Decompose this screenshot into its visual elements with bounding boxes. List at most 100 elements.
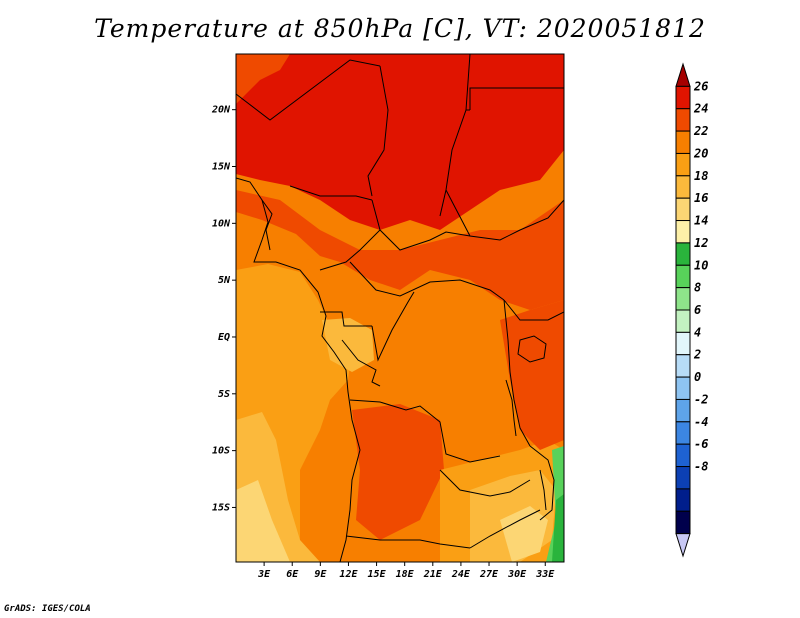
colorbar-segment bbox=[675, 108, 691, 132]
field-zone-14c-southeast bbox=[552, 494, 564, 562]
border-gabon-congo bbox=[341, 339, 381, 387]
border-sahel-interior bbox=[261, 199, 273, 251]
border-car-drc bbox=[349, 261, 505, 301]
x-tick-label: 24E bbox=[451, 569, 471, 580]
x-tick-label: 33E bbox=[535, 569, 555, 580]
field-zone-24c-sahara bbox=[236, 54, 564, 230]
map-frame bbox=[235, 53, 565, 563]
x-tick-label: 15E bbox=[368, 569, 387, 580]
border-mali-algeria bbox=[236, 59, 381, 121]
border-congo-drc bbox=[371, 291, 415, 362]
colorbar-label: -6 bbox=[694, 437, 708, 451]
border-nigeria-cameroon bbox=[319, 199, 381, 271]
y-tick-label: 10N bbox=[212, 218, 231, 229]
border-tanzania-mozambique bbox=[529, 445, 555, 521]
colorbar-label: 2 bbox=[693, 348, 701, 362]
colorbar-segment bbox=[675, 152, 691, 177]
x-tick-label: 3E bbox=[257, 569, 271, 580]
border-sudan-south-sudan bbox=[445, 189, 564, 241]
x-tick-label: 6E bbox=[286, 569, 299, 580]
border-drc-angola bbox=[349, 399, 501, 463]
border-drc-zambia bbox=[439, 469, 531, 497]
colorbar-label: 8 bbox=[694, 281, 701, 295]
y-tick-label: 20N bbox=[211, 105, 231, 116]
colorbar-segment bbox=[675, 197, 691, 222]
field-zone-22c-angola bbox=[352, 404, 444, 540]
country-borders bbox=[236, 54, 564, 562]
colorbar-segment bbox=[675, 443, 691, 468]
colorbar-label: 24 bbox=[693, 102, 708, 116]
border-zambia-zimbabwe bbox=[469, 509, 541, 549]
colorbar-segment bbox=[675, 287, 691, 311]
border-cameroon-gabon bbox=[320, 311, 372, 327]
colorbar-segment bbox=[675, 85, 691, 110]
x-axis: 3E 6E 9E 12E 15E 18E 21E 24E 27E 30E 33E bbox=[257, 562, 555, 580]
map-title: Temperature at 850hPa [C], VT: 202005181… bbox=[94, 14, 706, 43]
colorbar-segment bbox=[675, 510, 691, 535]
border-niger-chad bbox=[367, 65, 389, 197]
colorbar-segment bbox=[675, 354, 691, 378]
y-tick-label: 15N bbox=[212, 162, 231, 173]
colorbar-segment bbox=[675, 398, 691, 423]
colorbar-label: 14 bbox=[694, 214, 708, 228]
x-tick-label: 9E bbox=[314, 569, 327, 580]
y-tick-label: 5N bbox=[218, 275, 231, 286]
colorbar-label: 26 bbox=[693, 79, 708, 93]
colorbar-segment bbox=[675, 242, 691, 266]
colorbar-segment bbox=[675, 220, 691, 244]
border-lake-victoria bbox=[517, 335, 547, 363]
y-tick-label: EQ bbox=[218, 332, 230, 343]
colorbar-segment bbox=[675, 130, 691, 154]
colorbar-segment bbox=[675, 376, 691, 400]
field-zone-16c-southwest bbox=[236, 480, 290, 562]
colorbar-label: 18 bbox=[694, 169, 708, 183]
colorbar-label: 10 bbox=[694, 258, 708, 272]
colorbar-segment bbox=[675, 264, 691, 289]
field-zone-18c-gabon bbox=[322, 318, 374, 372]
border-libya-egypt bbox=[469, 87, 564, 110]
colorbar-label: -2 bbox=[694, 392, 708, 406]
border-chad-car bbox=[379, 229, 471, 251]
colorbar-label: 0 bbox=[694, 370, 701, 384]
y-tick-label: 10S bbox=[212, 446, 230, 457]
colorbar-label: 6 bbox=[694, 303, 701, 317]
colorbar-label: 4 bbox=[694, 325, 701, 339]
x-tick-label: 30E bbox=[507, 569, 527, 580]
colorbar-segment bbox=[675, 175, 691, 199]
y-tick-label: 5S bbox=[218, 389, 230, 400]
border-south-sudan-uganda bbox=[503, 299, 564, 321]
y-tick-label: 15S bbox=[212, 502, 230, 513]
border-great-lakes bbox=[503, 299, 531, 447]
x-tick-label: 18E bbox=[396, 569, 415, 580]
colorbar-label: 22 bbox=[693, 124, 708, 138]
temperature-field bbox=[236, 54, 564, 562]
field-zone-22c-east bbox=[500, 300, 564, 450]
colorbar-segment bbox=[675, 309, 691, 333]
coastline-west bbox=[236, 177, 361, 562]
colorbar-segment bbox=[675, 488, 691, 512]
colorbar-segment bbox=[675, 421, 691, 445]
border-nigeria-niger bbox=[289, 185, 373, 201]
border-lake-tanganyika bbox=[505, 379, 517, 437]
colorbar-segment bbox=[675, 62, 691, 87]
x-tick-label: 12E bbox=[339, 569, 358, 580]
colorbar-segment bbox=[675, 466, 691, 490]
x-tick-label: 27E bbox=[479, 569, 499, 580]
colorbar-label: -4 bbox=[694, 415, 708, 429]
colorbar-label: 20 bbox=[693, 146, 708, 160]
colorbar-label: 12 bbox=[694, 236, 708, 250]
y-axis: 20N 15N 10N 5N EQ 5S 10S 15S bbox=[211, 105, 236, 513]
field-zone-16c-southeast bbox=[500, 506, 548, 562]
colorbar-segment bbox=[675, 533, 691, 558]
colorbar-label: 16 bbox=[694, 191, 708, 205]
border-angola-namibia bbox=[345, 535, 471, 549]
border-lake-malawi bbox=[539, 469, 547, 511]
x-tick-label: 21E bbox=[423, 569, 443, 580]
border-chad-sudan bbox=[439, 54, 471, 217]
colorbar-label: -8 bbox=[694, 460, 708, 474]
colorbar-segment bbox=[675, 331, 691, 356]
grads-credit: GrADS: IGES/COLA bbox=[4, 604, 91, 614]
field-zone-22c-northwest bbox=[236, 54, 290, 104]
